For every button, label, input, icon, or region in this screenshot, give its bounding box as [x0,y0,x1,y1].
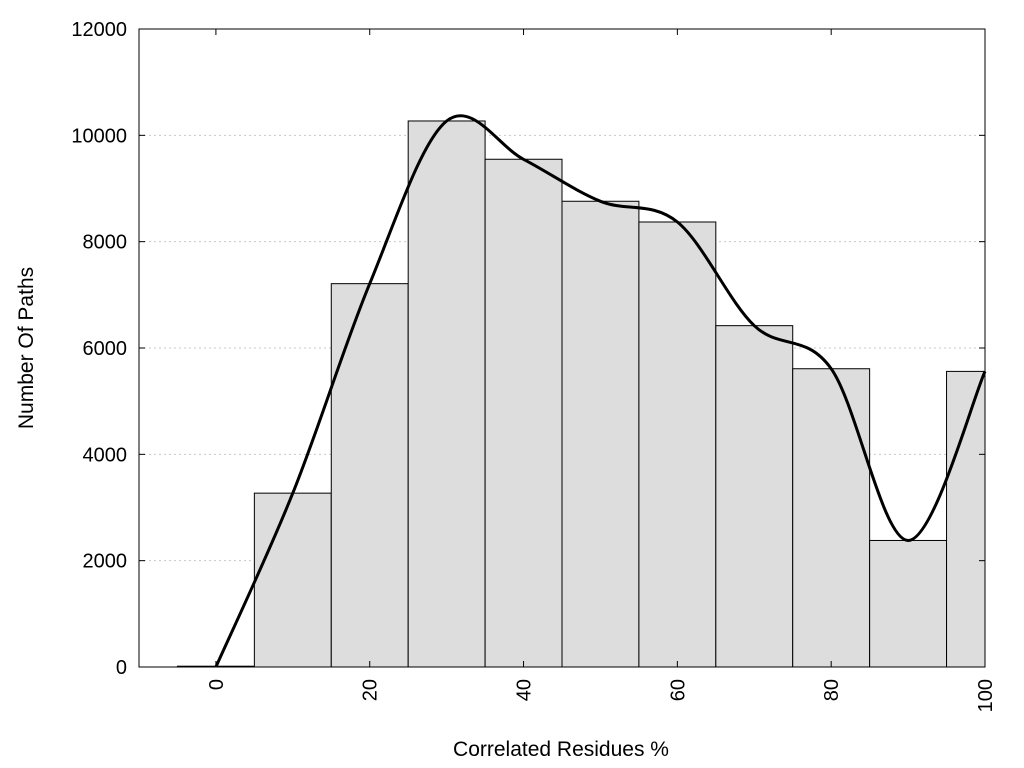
histogram-bar [715,325,794,668]
x-tick-label: 40 [514,679,536,701]
x-tick-label: 0 [206,679,228,690]
y-tick-label: 4000 [83,444,128,466]
y-tick-label: 0 [116,657,127,679]
histogram-bar [407,120,486,668]
y-axis-title: Number Of Paths [15,267,38,429]
x-tick-label: 80 [821,679,843,701]
histogram-bar [638,221,717,668]
y-tick-label: 10000 [71,125,127,147]
x-tick-label: 100 [975,679,997,712]
x-tick-label: 60 [667,679,689,701]
bar-series [176,120,986,668]
x-axis-title: Correlated Residues % [453,738,669,761]
histogram-bar [869,539,948,668]
histogram-bar [484,158,563,668]
y-tick-label: 12000 [71,19,127,41]
y-tick-label: 6000 [83,338,128,360]
smooth-curve [214,114,987,668]
histogram-bar [561,200,640,668]
histogram-bar [253,492,332,668]
x-tick-label: 20 [360,679,382,701]
histogram-bar [330,283,409,668]
y-tick-label: 2000 [83,551,128,573]
y-tick-label: 8000 [83,232,128,254]
histogram-bar [946,370,986,668]
histogram-bar [792,368,871,668]
axis-ticks [139,28,986,668]
tick-labels: 0 2000 4000 6000 8000 10000 12000 0 20 40 60 80 100 [71,19,997,712]
